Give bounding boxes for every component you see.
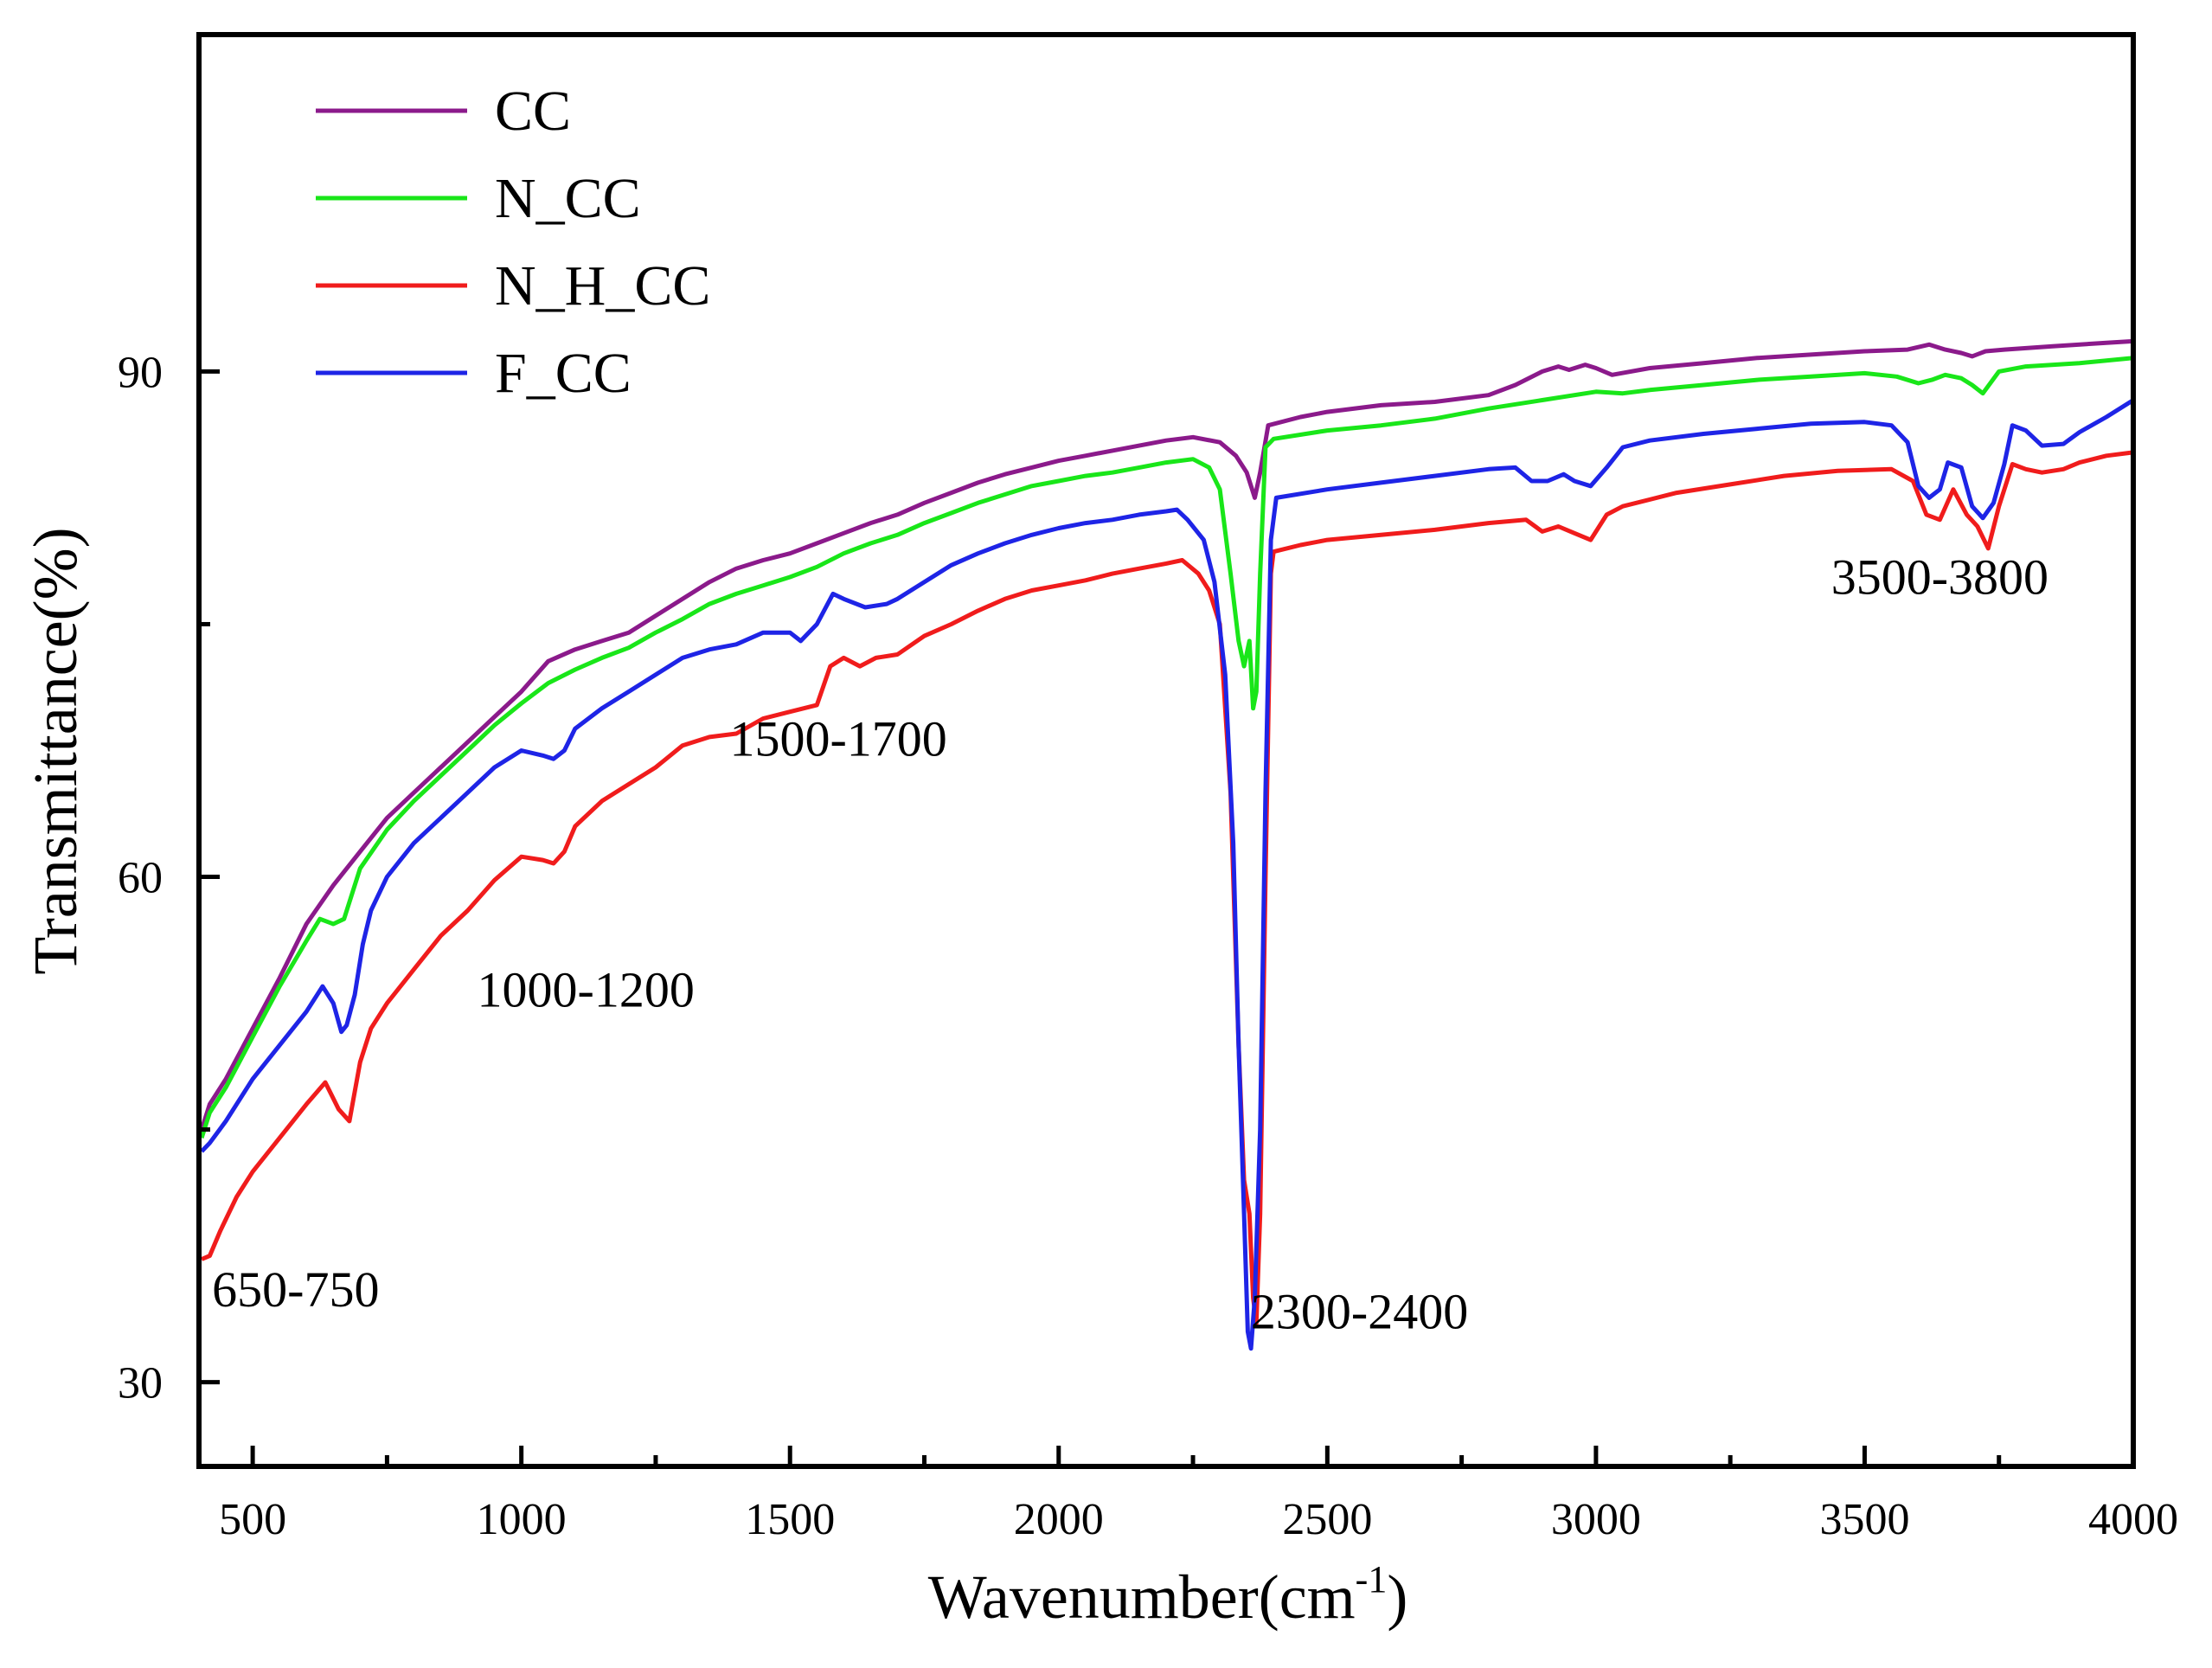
x-tick-label: 2000	[1014, 1495, 1104, 1544]
series-line-n-h-cc	[201, 450, 2134, 1325]
y-tick-label: 60	[118, 854, 163, 903]
series-line-f-cc	[200, 398, 2135, 1351]
plot-frame	[196, 32, 2136, 1469]
x-axis-title-close: )	[1387, 1562, 1407, 1632]
x-tick-label: 1500	[745, 1495, 835, 1544]
x-axis-title-superscript: -1	[1356, 1558, 1388, 1601]
legend-label: N_CC	[495, 167, 641, 230]
peak-annotation: 3500-3800	[1831, 549, 2049, 605]
y-axis-title: Transmittance(%)	[21, 527, 90, 974]
peak-annotation: 1000-1200	[478, 961, 695, 1017]
ticks-layer: 500 1000 1500 2000 2500 3000 3500 4000 30 60 90	[118, 348, 2178, 1544]
series-line-n-cc	[199, 356, 2134, 1139]
x-tick-label: 3000	[1551, 1495, 1641, 1544]
x-tick-label: 1000	[477, 1495, 567, 1544]
series-layer	[199, 338, 2135, 1351]
peak-annotation: 650-750	[212, 1261, 379, 1318]
x-axis-title-main: Wavenumber(cm	[928, 1562, 1356, 1632]
x-tick-label: 500	[219, 1495, 286, 1544]
x-tick-label: 4000	[2088, 1495, 2178, 1544]
x-tick-label: 2500	[1282, 1495, 1372, 1544]
y-tick-label: 90	[118, 348, 163, 397]
y-tick-label: 30	[118, 1359, 163, 1408]
legend-label: F_CC	[495, 342, 632, 405]
x-axis-title: Wavenumber(cm-1)	[928, 1558, 1408, 1632]
legend-label: N_H_CC	[495, 254, 710, 318]
peak-annotation: 2300-2400	[1251, 1283, 1468, 1339]
x-tick-label: 3500	[1819, 1495, 1909, 1544]
peak-annotation: 1500-1700	[729, 710, 946, 767]
legend: CC N_CC N_H_CC F_CC	[316, 80, 710, 405]
legend-label: CC	[495, 80, 571, 143]
series-line-cc	[199, 338, 2134, 1131]
annotations: 650-750 1000-1200 1500-1700 2300-2400 3500-3…	[212, 549, 2049, 1339]
